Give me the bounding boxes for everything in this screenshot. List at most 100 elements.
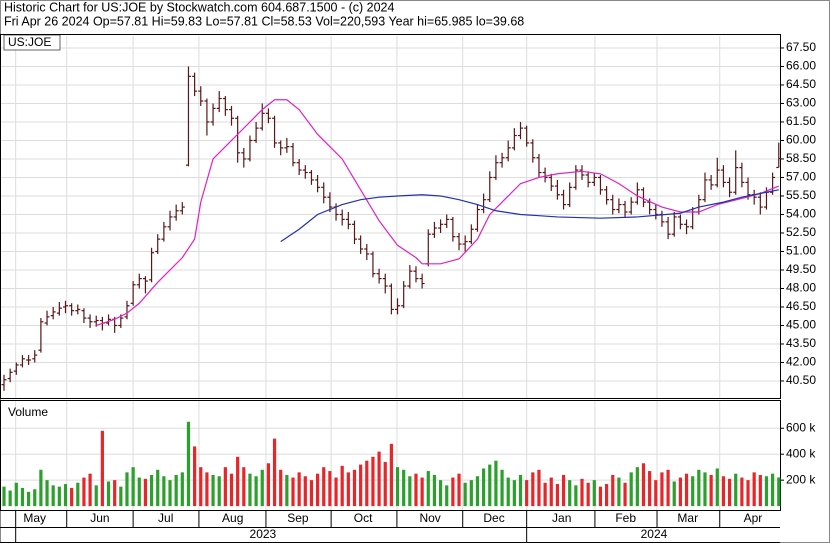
volume-bar — [432, 474, 437, 507]
moving-average-line — [280, 189, 779, 243]
volume-bar — [211, 474, 215, 507]
x-tick-label: Feb — [615, 511, 636, 525]
volume-bar — [586, 482, 590, 507]
volume-bar — [697, 469, 701, 507]
volume-bar — [162, 476, 166, 507]
volume-bar — [291, 477, 295, 507]
volume-bar — [414, 473, 418, 507]
volume-bar — [260, 469, 264, 507]
volume-bar — [543, 482, 547, 507]
year-label: 2024 — [641, 527, 668, 541]
volume-bar — [426, 471, 430, 507]
symbol: US:JOE — [8, 35, 51, 49]
volume-bar — [279, 469, 283, 507]
volume-bar — [20, 487, 25, 507]
volume-bar — [648, 471, 652, 507]
volume-bar — [678, 477, 682, 507]
volume-bar — [574, 485, 578, 507]
volume-bar — [39, 469, 43, 507]
volume-bar — [555, 484, 560, 507]
y-tick-label: 51.00 — [786, 244, 816, 258]
x-tick-label: Jan — [552, 511, 571, 525]
volume-bar — [383, 461, 387, 507]
volume-bar — [205, 472, 209, 507]
volume-bar — [641, 463, 646, 507]
volume-bar — [629, 472, 633, 507]
volume-bar — [137, 477, 141, 507]
volume-bar — [119, 486, 123, 507]
moving-average-line — [96, 99, 779, 327]
volume-bar — [709, 474, 713, 507]
y-tick-label: 43.50 — [786, 336, 816, 350]
volume-bar — [334, 477, 338, 507]
volume-bar — [488, 464, 492, 507]
volume-bar — [568, 480, 572, 507]
volume-bar — [242, 467, 246, 507]
volume-bar — [100, 430, 104, 507]
volume-bar — [70, 487, 74, 507]
volume-bar — [254, 476, 258, 507]
volume-bar — [229, 473, 234, 507]
x-tick-label: Jul — [158, 511, 173, 525]
y-tick-label: 63.00 — [786, 96, 816, 110]
y-tick-label: 46.50 — [786, 299, 816, 313]
volume-bar — [549, 477, 553, 507]
volume-bar — [149, 474, 154, 507]
volume-bar — [377, 451, 381, 507]
y-tick-label: 400 k — [786, 446, 816, 460]
volume-label: Volume — [8, 405, 48, 419]
volume-bar — [752, 472, 756, 507]
volume-bar — [746, 480, 750, 507]
plot — [0, 36, 780, 510]
x-tick-label: Dec — [483, 511, 504, 525]
volume-bar — [598, 486, 603, 507]
volume-bar — [223, 467, 227, 507]
y-tick-label: 45.00 — [786, 318, 816, 332]
volume-bar — [703, 472, 707, 507]
volume-bar — [143, 478, 148, 507]
volume-bar — [186, 421, 191, 507]
volume-bar — [734, 473, 738, 507]
y-tick-label: 67.50 — [786, 40, 816, 54]
symbol-box — [3, 34, 61, 51]
volume-bar — [611, 474, 615, 507]
y-tick-label: 66.00 — [786, 59, 816, 73]
volume-bar — [512, 480, 516, 507]
x-tick-label: May — [23, 511, 46, 525]
volume-bar — [193, 446, 197, 507]
y-tick-label: 48.00 — [786, 281, 816, 295]
volume-bar — [45, 480, 49, 507]
volume-bar — [469, 480, 473, 507]
volume-bar — [721, 476, 726, 507]
volume-bar — [57, 486, 61, 507]
volume-bar — [297, 472, 301, 507]
volume-bar — [506, 477, 510, 507]
volume-pane — [0, 400, 781, 511]
volume-bar — [236, 456, 240, 507]
x-tick-label: Jun — [90, 511, 109, 525]
y-tick-label: 40.50 — [786, 373, 816, 387]
volume-bar — [106, 481, 111, 507]
y-tick-label: 64.50 — [786, 77, 816, 91]
volume-bar — [352, 469, 357, 507]
volume-bar — [518, 474, 523, 507]
volume-bar — [445, 485, 449, 507]
x-tick-label: Apr — [744, 511, 763, 525]
y-tick-label: 42.00 — [786, 355, 816, 369]
volume-bar — [715, 468, 719, 507]
volume-bar — [660, 472, 664, 507]
volume-bar — [402, 469, 406, 507]
volume-bar — [94, 485, 98, 507]
volume-bar — [389, 443, 393, 507]
year-label: 2023 — [250, 527, 277, 541]
volume-bar — [14, 482, 18, 507]
volume-bar — [617, 477, 621, 507]
x-tick-label: Nov — [419, 511, 440, 525]
volume-bar — [340, 465, 344, 507]
volume-bar — [561, 474, 566, 507]
volume-bar — [691, 476, 695, 507]
volume-bar — [33, 489, 37, 507]
volume-bar — [315, 473, 320, 507]
volume-bar — [457, 473, 461, 507]
